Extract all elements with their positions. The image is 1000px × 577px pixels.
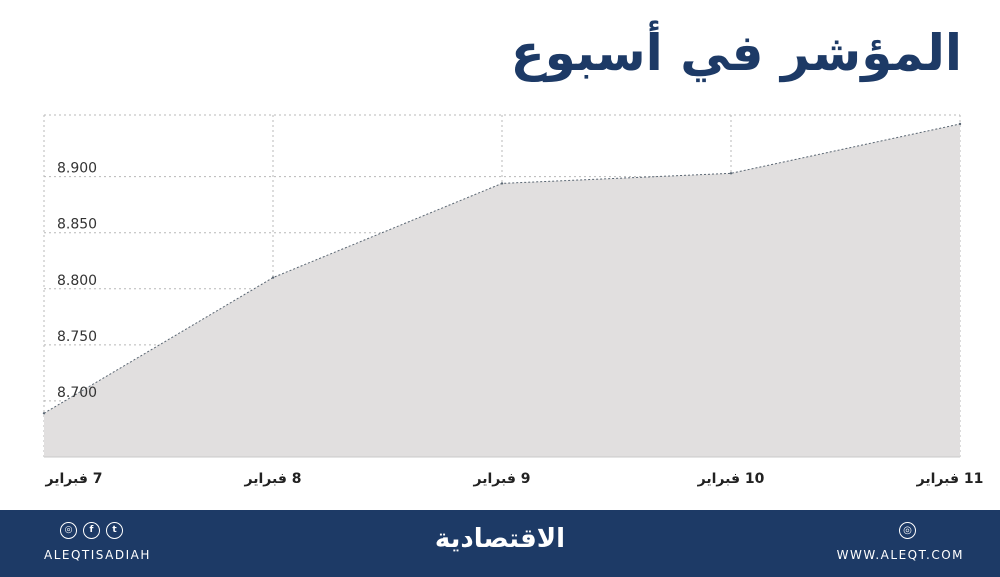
- y-tick-label: 8.700: [57, 385, 97, 401]
- x-tick-label: 10 فبراير: [697, 471, 765, 487]
- data-point: [500, 182, 504, 185]
- footer-bar: ◎ f t ALEQTISADIAH الاقتصادية ◎ WWW.ALEQ…: [0, 510, 1000, 577]
- y-tick-label: 8.850: [57, 217, 97, 233]
- y-tick-label: 8.750: [57, 329, 97, 345]
- instagram-icon[interactable]: ◎: [60, 522, 77, 539]
- area-series: [42, 122, 962, 458]
- data-point: [271, 276, 275, 279]
- data-point: [42, 412, 46, 415]
- website-link[interactable]: WWW.ALEQT.COM: [836, 548, 964, 562]
- x-tick-label: 8 فبراير: [244, 471, 302, 487]
- data-point: [958, 122, 962, 126]
- brand-logo: الاقتصادية: [434, 524, 566, 554]
- twitter-icon[interactable]: t: [106, 522, 123, 539]
- chart: 8.700 8.750 8.800 8.850 8.900 7 فبراير 8 فبرا…: [42, 114, 984, 487]
- facebook-icon[interactable]: f: [83, 522, 100, 539]
- y-tick-label: 8.800: [57, 273, 97, 289]
- website-icon: ◎: [899, 522, 916, 539]
- social-handle[interactable]: ALEQTISADIAH: [44, 548, 151, 562]
- social-links: ◎ f t: [60, 522, 123, 539]
- chart-title: المؤشر في أسبوع: [510, 24, 962, 82]
- x-tick-label: 11 فبراير: [916, 471, 984, 487]
- y-tick-label: 8.900: [57, 161, 97, 177]
- x-axis: 7 فبراير 8 فبراير 9 فبراير 10 فبراير 11 فبرا…: [45, 471, 984, 487]
- data-point: [729, 172, 733, 175]
- x-tick-label: 9 فبراير: [473, 471, 531, 487]
- area-fill: [44, 123, 960, 457]
- x-tick-label: 7 فبراير: [45, 471, 103, 487]
- y-axis: 8.700 8.750 8.800 8.850 8.900: [57, 161, 97, 401]
